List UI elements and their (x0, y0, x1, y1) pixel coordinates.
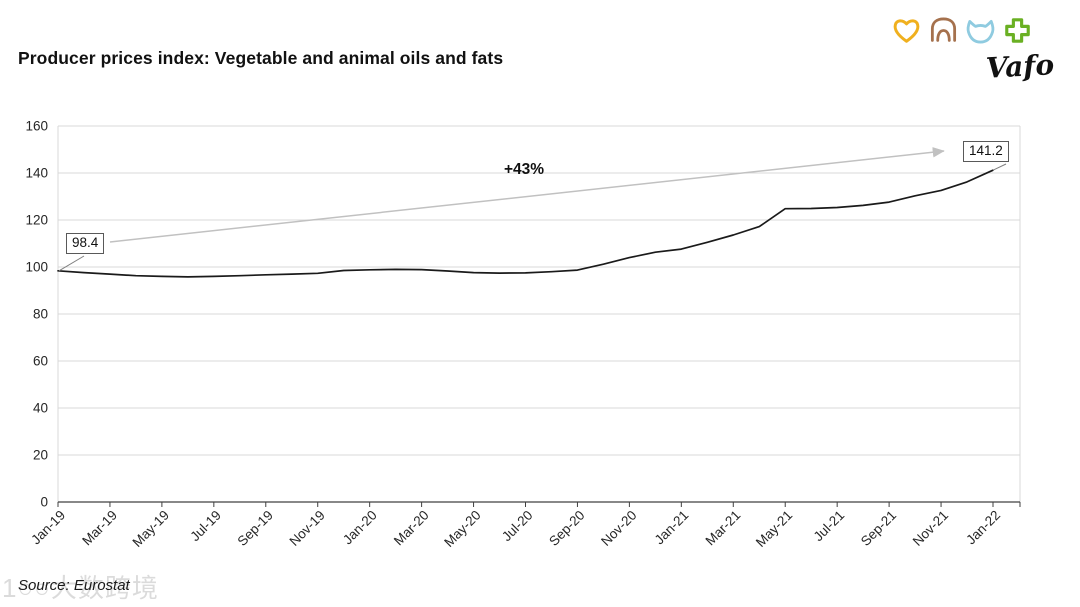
cross-icon (1005, 18, 1030, 43)
logo-wordmark: Vafo (985, 48, 1055, 85)
x-axis-label: Nov-21 (910, 508, 951, 549)
x-axis-label: May-20 (441, 508, 483, 550)
y-axis-label: 20 (33, 448, 48, 463)
x-axis-label: Mar-19 (79, 508, 120, 549)
trend-annotation: +43% (504, 161, 545, 178)
y-axis-label: 100 (25, 260, 48, 275)
cat-icon-path (966, 20, 995, 44)
cat-icon (966, 20, 995, 44)
x-axis-label: Mar-21 (703, 508, 744, 549)
cross-icon-path (1005, 18, 1030, 43)
y-axis-label: 80 (33, 307, 48, 322)
heart-icon (893, 19, 920, 43)
end-value-label: 141.2 (963, 141, 1009, 162)
x-axis-label: Jul-20 (499, 508, 536, 545)
y-axis-label: 160 (25, 119, 48, 134)
logo-icon-row (890, 14, 1070, 47)
start-callout-line (58, 255, 85, 272)
end-callout-line (992, 163, 1007, 171)
x-axis-label: Jan-21 (652, 508, 692, 548)
y-axis-label: 140 (25, 166, 48, 181)
x-axis-label: Jan-19 (28, 508, 68, 548)
x-axis-label: Mar-20 (391, 508, 432, 549)
x-axis-label: May-21 (753, 508, 795, 550)
y-axis-label: 60 (33, 354, 48, 369)
x-axis-label: Sep-21 (858, 508, 899, 549)
x-axis-label: Sep-19 (235, 508, 276, 549)
dog-icon (930, 17, 957, 42)
data-series-line (57, 169, 994, 278)
y-axis-label: 40 (33, 401, 48, 416)
x-axis-label: Jul-21 (811, 508, 848, 545)
x-axis-label: Nov-19 (286, 508, 327, 549)
y-axis-label: 0 (40, 495, 48, 510)
watermark: 1○○大数跨境 (2, 573, 159, 603)
x-axis-label: Sep-20 (546, 508, 587, 549)
source-note: Source: Eurostat (18, 577, 130, 594)
heart-icon-path (893, 19, 920, 43)
x-axis-label: May-19 (130, 508, 172, 550)
dog-icon-path (930, 17, 957, 42)
page-title: Producer prices index: Vegetable and ani… (18, 48, 504, 68)
brand-logo: Vafo (890, 14, 1070, 94)
start-value-label: 98.4 (66, 233, 105, 254)
x-axis-label: Nov-20 (598, 508, 639, 549)
y-axis-label: 120 (25, 213, 48, 228)
x-axis-label: Jan-20 (340, 508, 380, 548)
trend-arrow (109, 147, 945, 243)
x-axis-label: Jul-19 (187, 508, 224, 545)
x-axis-label: Jan-22 (963, 508, 1003, 548)
